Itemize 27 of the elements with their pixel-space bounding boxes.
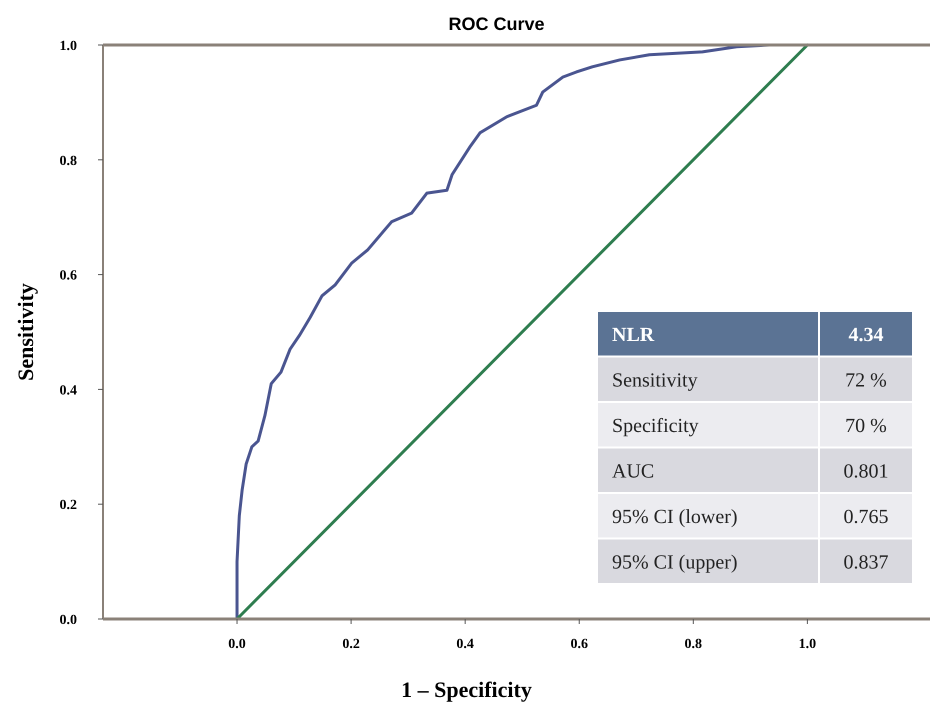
x-tick-label: 0.6 xyxy=(570,637,588,652)
annotation: AUC xyxy=(612,460,654,482)
annotation: 0.801 xyxy=(844,460,888,482)
x-tick-label: 1.0 xyxy=(798,637,816,652)
annotation: 4.34 xyxy=(848,324,884,346)
annotation: 0.837 xyxy=(844,551,888,574)
annotation: 95% CI (lower) xyxy=(612,506,738,528)
y-tick-label: 0.8 xyxy=(60,154,77,169)
annotation: 72 % xyxy=(845,369,887,392)
y-tick-label: 0.2 xyxy=(60,498,77,514)
x-tick-label: 0.4 xyxy=(456,637,474,652)
chart-title: ROC Curve xyxy=(448,14,545,34)
y-tick-label: 0.4 xyxy=(60,383,77,398)
x-tick-label: 0.0 xyxy=(228,637,246,652)
annotation: Specificity xyxy=(612,414,699,437)
y-tick-label: 0.0 xyxy=(60,613,77,628)
x-tick-label: 0.2 xyxy=(342,637,360,652)
annotation: NLR xyxy=(612,324,655,346)
annotation: Sensitivity xyxy=(612,369,698,392)
y-axis-title: Sensitivity xyxy=(13,283,38,381)
y-tick-label: 1.0 xyxy=(60,39,77,54)
annotation: 0.765 xyxy=(844,506,888,528)
annotation: 70 % xyxy=(845,414,887,437)
x-tick-label: 0.8 xyxy=(684,637,702,652)
annotation: 95% CI (upper) xyxy=(612,551,738,574)
x-axis-title: 1 – Specificity xyxy=(401,677,532,702)
y-tick-label: 0.6 xyxy=(60,268,77,284)
